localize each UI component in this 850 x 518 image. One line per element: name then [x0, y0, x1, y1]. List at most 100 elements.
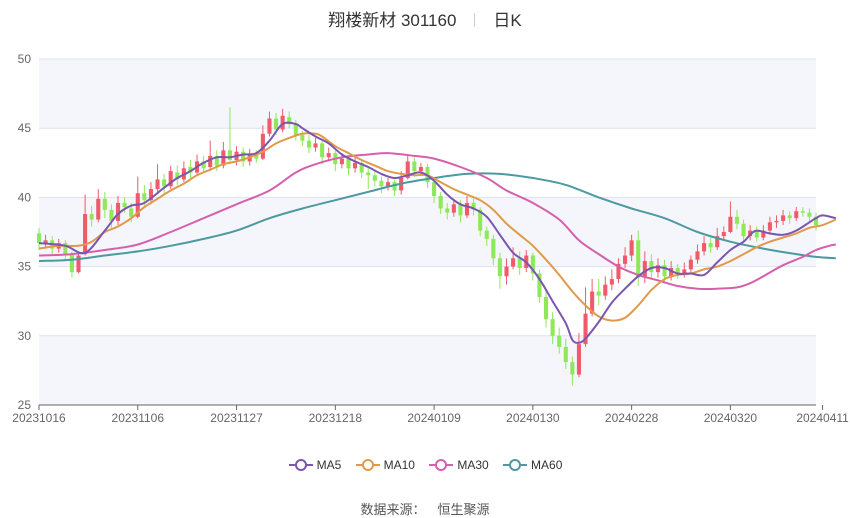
candle-body [175, 172, 180, 180]
candle-body [741, 223, 746, 237]
candle-body [649, 261, 654, 273]
candle-body [721, 232, 726, 237]
candle-body [563, 346, 568, 363]
candle-20240222 [603, 276, 608, 300]
candle-body [359, 162, 364, 173]
candle-20240328 [767, 216, 772, 235]
candle-20240312 [688, 255, 693, 274]
legend-item-ma10[interactable]: MA10 [355, 458, 415, 472]
candle-20240403 [794, 207, 799, 221]
candle-20231214 [320, 140, 325, 165]
candle-body [326, 153, 331, 158]
band-25 [39, 335, 816, 405]
candle-20240111 [445, 202, 450, 220]
candle-body [543, 297, 549, 320]
candle-20240308 [675, 263, 680, 280]
candle-body [800, 211, 805, 213]
candle-20231113 [168, 165, 173, 190]
candle-20231201 [260, 125, 265, 161]
candle-body [557, 335, 562, 347]
candle-body [241, 151, 246, 162]
candle-20240223 [609, 269, 614, 291]
candle-body [36, 233, 42, 244]
candle-body [616, 263, 621, 280]
candle-body [662, 265, 667, 277]
candle-body [748, 230, 753, 237]
candle-body [306, 140, 312, 148]
candle-body [353, 162, 358, 169]
candle-body [458, 204, 463, 216]
candle-body [695, 251, 700, 260]
legend-item-ma30[interactable]: MA30 [428, 458, 489, 472]
candle-20231026 [89, 205, 94, 227]
candle-body [603, 284, 608, 296]
candle-20231221 [353, 157, 358, 173]
candle-body [734, 216, 740, 224]
candle-body [761, 230, 766, 238]
candle-body [451, 204, 456, 213]
candle-body [102, 198, 107, 210]
candle-20240109 [432, 179, 437, 203]
candle-20240326 [754, 226, 759, 242]
candle-20231031 [109, 204, 114, 228]
candle-20231120 [201, 155, 206, 173]
candle-20231030 [102, 191, 107, 219]
data-source: 数据来源： 恒生聚源 [0, 499, 850, 518]
legend-item-ma5[interactable]: MA5 [288, 458, 341, 472]
candle-20240314 [702, 236, 707, 256]
y-tick-label-40: 40 [18, 190, 32, 204]
candle-body [254, 154, 259, 159]
candle-20240208 [576, 333, 581, 378]
candle-20240124 [504, 258, 509, 285]
candle-20240227 [623, 247, 628, 268]
grid-lines [39, 58, 816, 337]
candle-body [385, 182, 391, 187]
candle-20231115 [181, 161, 186, 183]
candle-20240228 [629, 234, 634, 262]
candle-20240304 [649, 254, 654, 280]
candle-20231109 [155, 164, 160, 192]
candle-20231108 [148, 182, 153, 205]
candle-body [767, 222, 772, 231]
x-tick-label-20240320: 20240320 [704, 411, 758, 425]
candle-20231229 [392, 179, 397, 197]
candle-20231016 [36, 227, 42, 250]
y-tick-label-45: 45 [18, 121, 32, 135]
background-bands [39, 59, 816, 405]
candle-body [412, 161, 417, 172]
candle-body [320, 143, 325, 158]
candle-body [109, 209, 114, 221]
candle-body [504, 266, 509, 277]
candle-body [372, 175, 377, 181]
candle-20240409 [807, 208, 812, 221]
candle-body [491, 238, 496, 259]
candle-20240226 [616, 258, 621, 284]
candle-body [115, 202, 121, 221]
candle-body [300, 135, 305, 141]
legend-marker-ma30 [429, 459, 454, 471]
candle-body [807, 212, 812, 217]
candle-body [280, 115, 285, 130]
candle-body [339, 158, 344, 165]
candle-body [346, 158, 351, 169]
candle-20240322 [741, 219, 746, 242]
candle-body [464, 202, 470, 216]
candle-body [715, 236, 720, 248]
candle-20240117 [471, 198, 476, 216]
candle-20231222 [359, 160, 364, 179]
candle-20231207 [287, 111, 292, 129]
period-label: 日K [493, 11, 522, 30]
x-tick-label-20231016: 20231016 [12, 411, 66, 425]
y-tick-label-25: 25 [18, 398, 32, 412]
candle-20240205 [557, 327, 562, 354]
legend-label-ma30: MA30 [457, 458, 489, 472]
candle-20240207 [570, 356, 575, 386]
candle-20231228 [385, 178, 391, 191]
candle-body [471, 202, 476, 210]
candle-body [517, 258, 522, 268]
candle-20240125 [511, 247, 516, 270]
legend-item-ma60[interactable]: MA60 [502, 458, 562, 472]
candle-body [392, 182, 397, 191]
candle-20231027 [96, 189, 101, 223]
